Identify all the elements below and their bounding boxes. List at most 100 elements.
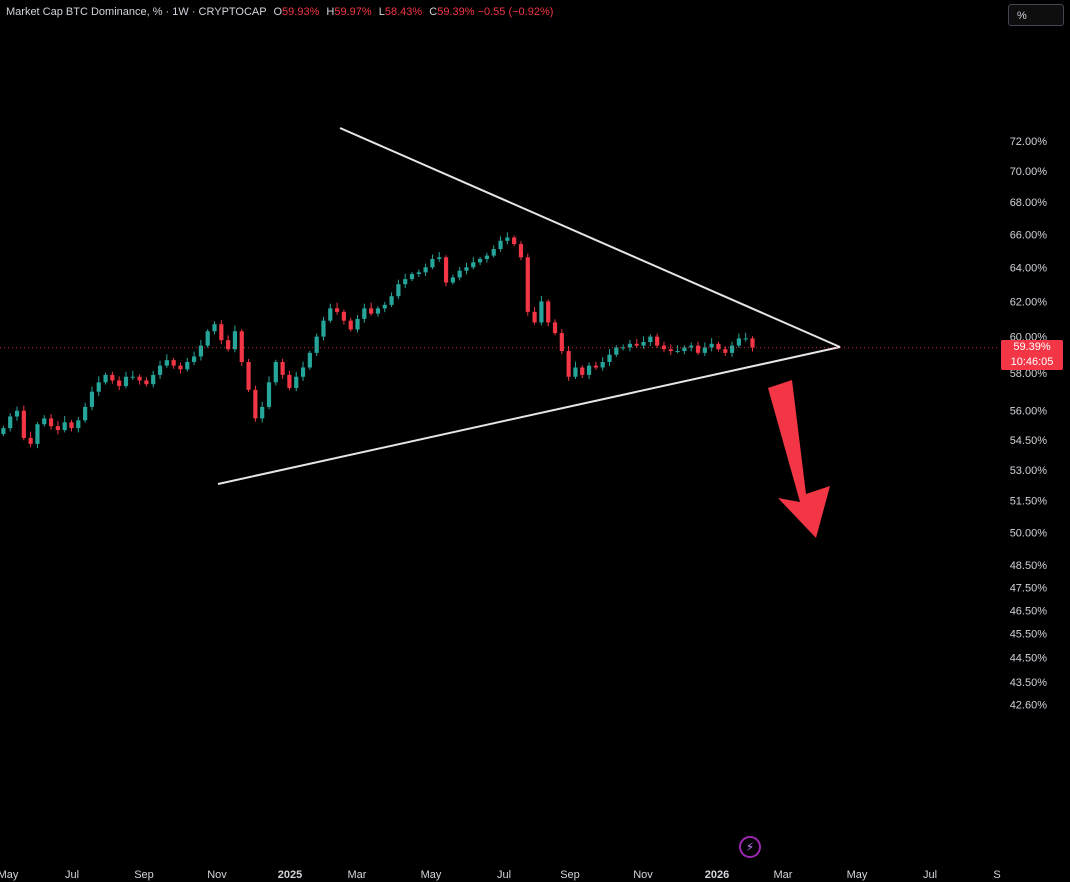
candle-body bbox=[151, 374, 156, 385]
candle bbox=[396, 279, 401, 300]
candle bbox=[1, 425, 6, 437]
candle bbox=[69, 419, 74, 432]
x-tick-label: Mar bbox=[774, 869, 793, 881]
candle-body bbox=[709, 343, 714, 348]
candle bbox=[157, 360, 163, 379]
y-tick-label: 72.00% bbox=[1010, 136, 1048, 148]
candle-body bbox=[89, 391, 95, 407]
candle bbox=[21, 405, 26, 441]
candle bbox=[736, 333, 741, 348]
candle-body bbox=[566, 351, 571, 377]
candle bbox=[559, 329, 564, 355]
candle bbox=[518, 241, 524, 261]
candle-body bbox=[14, 410, 20, 417]
candle-body bbox=[607, 354, 612, 362]
candle bbox=[35, 421, 40, 449]
candle-body bbox=[586, 365, 592, 375]
candle-body bbox=[314, 336, 319, 353]
candle bbox=[348, 317, 353, 332]
x-tick-label: Jul bbox=[497, 869, 511, 881]
candle-body bbox=[729, 345, 735, 353]
x-tick-label: Jul bbox=[65, 869, 79, 881]
candle bbox=[219, 320, 224, 345]
candle bbox=[362, 303, 367, 323]
symbol-title[interactable]: Market Cap BTC Dominance, % · 1W · CRYPT… bbox=[6, 6, 267, 18]
candle bbox=[89, 386, 95, 411]
candle bbox=[505, 232, 510, 245]
candle-body bbox=[328, 308, 333, 321]
candle bbox=[42, 415, 47, 427]
lower-trendline bbox=[217, 346, 841, 485]
candle-body bbox=[273, 361, 278, 383]
candle-body bbox=[157, 365, 163, 375]
candle bbox=[117, 376, 122, 391]
candle-body bbox=[35, 424, 40, 444]
candle-body bbox=[8, 416, 13, 429]
candle-body bbox=[423, 267, 428, 273]
candle-body bbox=[464, 267, 469, 271]
candle-body bbox=[600, 361, 605, 368]
axes: 72.00%70.00%68.00%66.00%64.00%62.00%60.0… bbox=[0, 136, 1047, 881]
candle bbox=[198, 339, 203, 361]
candle bbox=[723, 346, 728, 356]
trendlines bbox=[217, 127, 841, 485]
candle-body bbox=[232, 331, 238, 350]
candle bbox=[266, 376, 272, 410]
x-tick-label: Nov bbox=[207, 869, 227, 881]
y-tick-label: 45.50% bbox=[1010, 629, 1048, 641]
candle-body bbox=[552, 322, 558, 334]
candle-body bbox=[226, 340, 231, 350]
candle bbox=[484, 252, 490, 263]
y-tick-label: 54.50% bbox=[1010, 435, 1048, 447]
candle-body bbox=[212, 324, 217, 332]
candle-body bbox=[396, 284, 401, 297]
candle-body bbox=[655, 336, 660, 346]
candle-body bbox=[573, 367, 578, 377]
candle bbox=[178, 362, 183, 374]
candle bbox=[566, 346, 571, 381]
lightning-icon[interactable]: ⚡ bbox=[739, 836, 761, 858]
candle bbox=[532, 307, 537, 325]
y-tick-label: 70.00% bbox=[1010, 166, 1048, 178]
candle-body bbox=[389, 296, 394, 305]
candle bbox=[328, 303, 333, 323]
open-value: 59.93% bbox=[282, 6, 320, 18]
candle-body bbox=[723, 349, 728, 353]
percent-scale-button[interactable]: % bbox=[1008, 4, 1064, 26]
close-value: 59.39% bbox=[437, 6, 475, 18]
candle bbox=[512, 235, 517, 247]
candle-body bbox=[21, 410, 26, 438]
candle bbox=[103, 372, 108, 385]
candle-body bbox=[682, 347, 687, 352]
candle bbox=[478, 256, 483, 266]
candle-body bbox=[668, 349, 673, 352]
candle-body bbox=[164, 360, 169, 366]
candle bbox=[471, 256, 476, 270]
candle bbox=[416, 269, 421, 277]
candle-body bbox=[191, 356, 197, 362]
candle-body bbox=[178, 365, 183, 370]
candle bbox=[300, 361, 306, 381]
candle-body bbox=[750, 338, 755, 348]
candle-body bbox=[55, 426, 60, 431]
candle bbox=[232, 325, 238, 353]
candle-body bbox=[334, 308, 340, 312]
candle bbox=[682, 345, 687, 355]
y-tick-label: 42.60% bbox=[1010, 699, 1048, 711]
candle bbox=[151, 370, 156, 388]
candle-body bbox=[491, 249, 496, 256]
candle bbox=[164, 354, 169, 368]
x-tick-label: 2026 bbox=[705, 869, 729, 881]
candle bbox=[491, 245, 496, 258]
candle-body bbox=[593, 365, 598, 368]
x-tick-label: May bbox=[421, 869, 442, 881]
y-tick-label: 43.50% bbox=[1010, 677, 1048, 689]
candle bbox=[423, 263, 428, 277]
candle-body bbox=[661, 345, 667, 350]
candle-body bbox=[362, 308, 367, 319]
candle bbox=[14, 406, 20, 421]
candle-body bbox=[525, 257, 530, 312]
candle-body bbox=[375, 308, 381, 314]
candle bbox=[525, 253, 530, 316]
